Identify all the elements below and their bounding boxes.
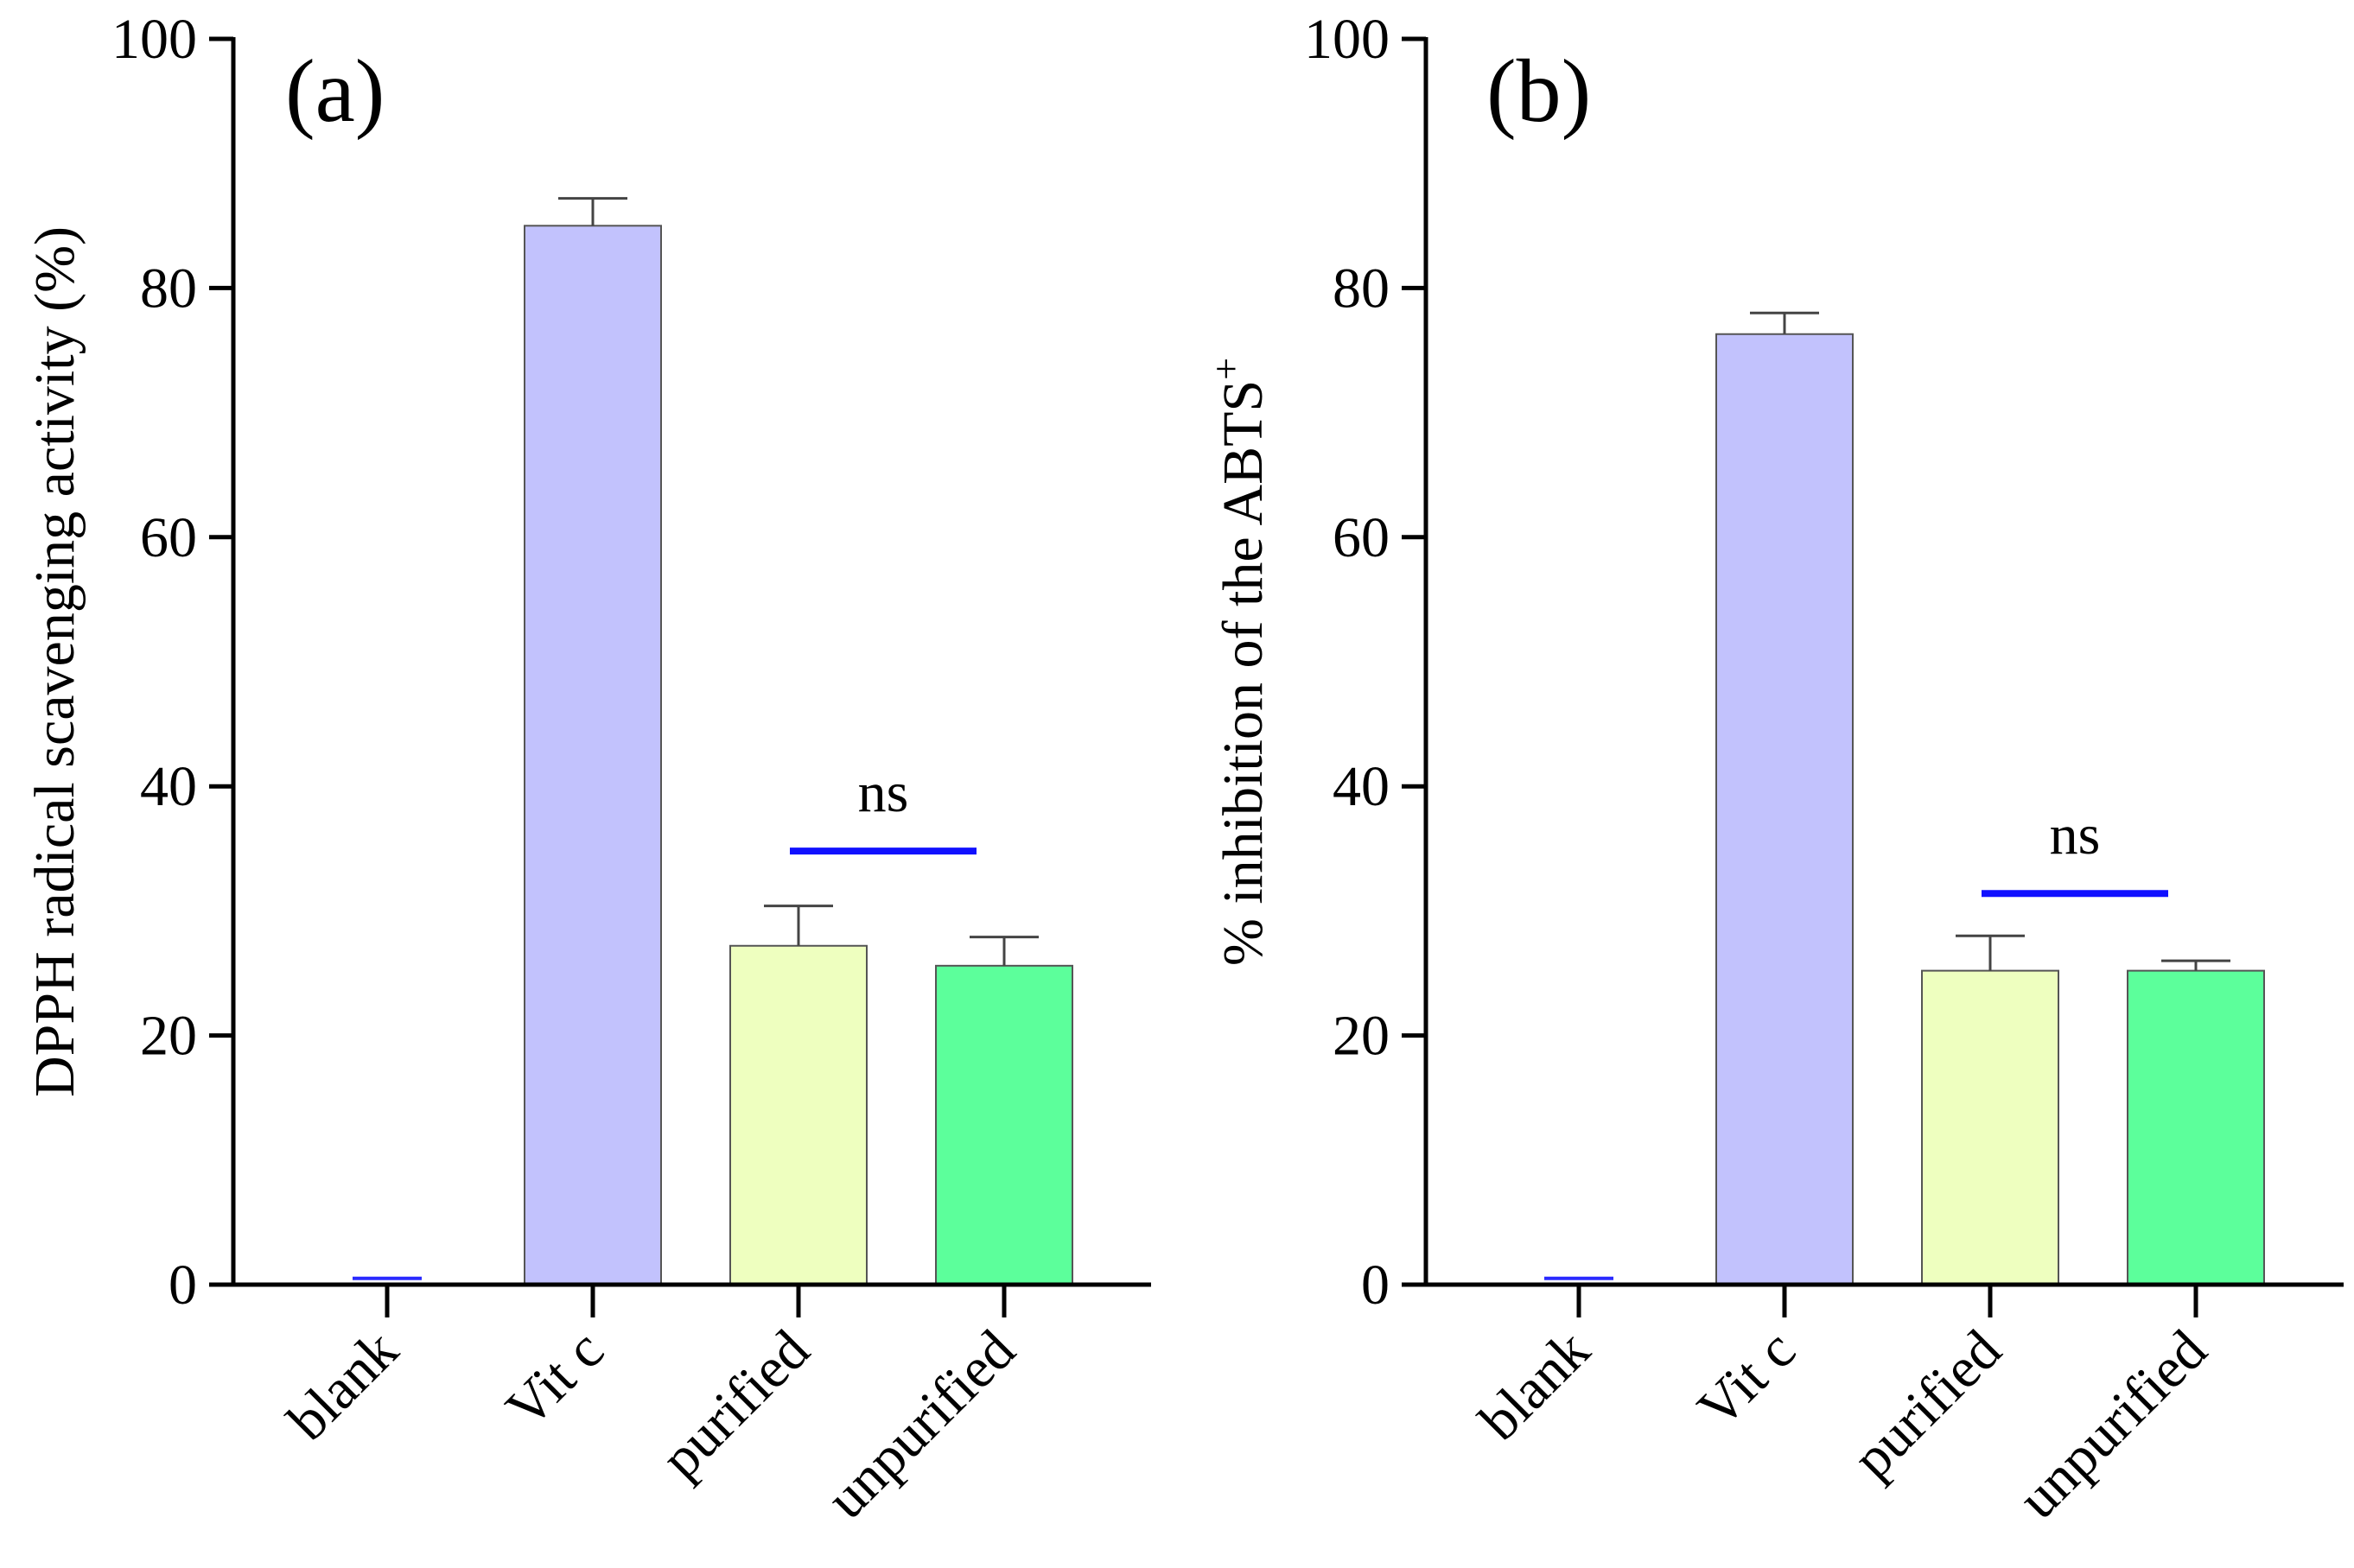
y-tick-label: 60	[140, 506, 197, 569]
y-tick-label: 100	[1304, 8, 1390, 71]
y-tick-label: 40	[140, 755, 197, 818]
significance-label: ns	[858, 761, 909, 824]
y-tick-label: 100	[111, 8, 197, 71]
bar-unpurified	[935, 964, 1073, 1286]
y-axis-title-superscript: +	[1204, 358, 1248, 380]
y-tick-label: 20	[1333, 1005, 1390, 1068]
y-tick-label: 0	[169, 1254, 197, 1317]
x-tick-label-purified: purified	[649, 1318, 821, 1490]
y-tick-label: 60	[1333, 506, 1390, 569]
x-tick-label-blank: blank	[1467, 1318, 1601, 1452]
bar-vit_c	[524, 225, 662, 1286]
x-tick-label-blank: blank	[276, 1318, 410, 1452]
bar-purified	[729, 944, 868, 1286]
y-tick-label: 0	[1361, 1254, 1390, 1317]
bar-purified	[1921, 969, 2059, 1286]
x-tick-label-unpurified: unpurified	[2007, 1318, 2219, 1531]
y-tick-label: 80	[1333, 257, 1390, 320]
panel-b: 0 20 40 60 80 100 blank Vit c purifiedunpurified…	[1204, 8, 2344, 1531]
y-axis-title: DPPH radical scavenging activity (%)	[23, 226, 86, 1097]
x-tick-label-unpurified: unpurified	[815, 1318, 1027, 1531]
bar-unpurified	[2127, 969, 2265, 1286]
x-tick-label-purified: purified	[1841, 1318, 2013, 1490]
y-axis-title: % inhibition of the ABTS+	[1204, 358, 1275, 966]
y-tick-label: 20	[140, 1005, 197, 1068]
y-axis-title-main: % inhibition of the ABTS	[1212, 380, 1275, 966]
x-tick-label-vit_c: Vit c	[1686, 1318, 1808, 1440]
x-tick-label-vit_c: Vit c	[494, 1318, 616, 1440]
significance-label: ns	[2050, 803, 2101, 867]
bar-vit_c	[1715, 333, 1854, 1286]
y-tick-label: 80	[140, 257, 197, 320]
y-tick-label: 40	[1333, 755, 1390, 818]
panel-a: 0 20 40 60 80 100 blank Vit c purifiedunpurified…	[23, 8, 1151, 1531]
panel-label: (a)	[285, 41, 385, 141]
panel-label: (b)	[1486, 41, 1591, 141]
